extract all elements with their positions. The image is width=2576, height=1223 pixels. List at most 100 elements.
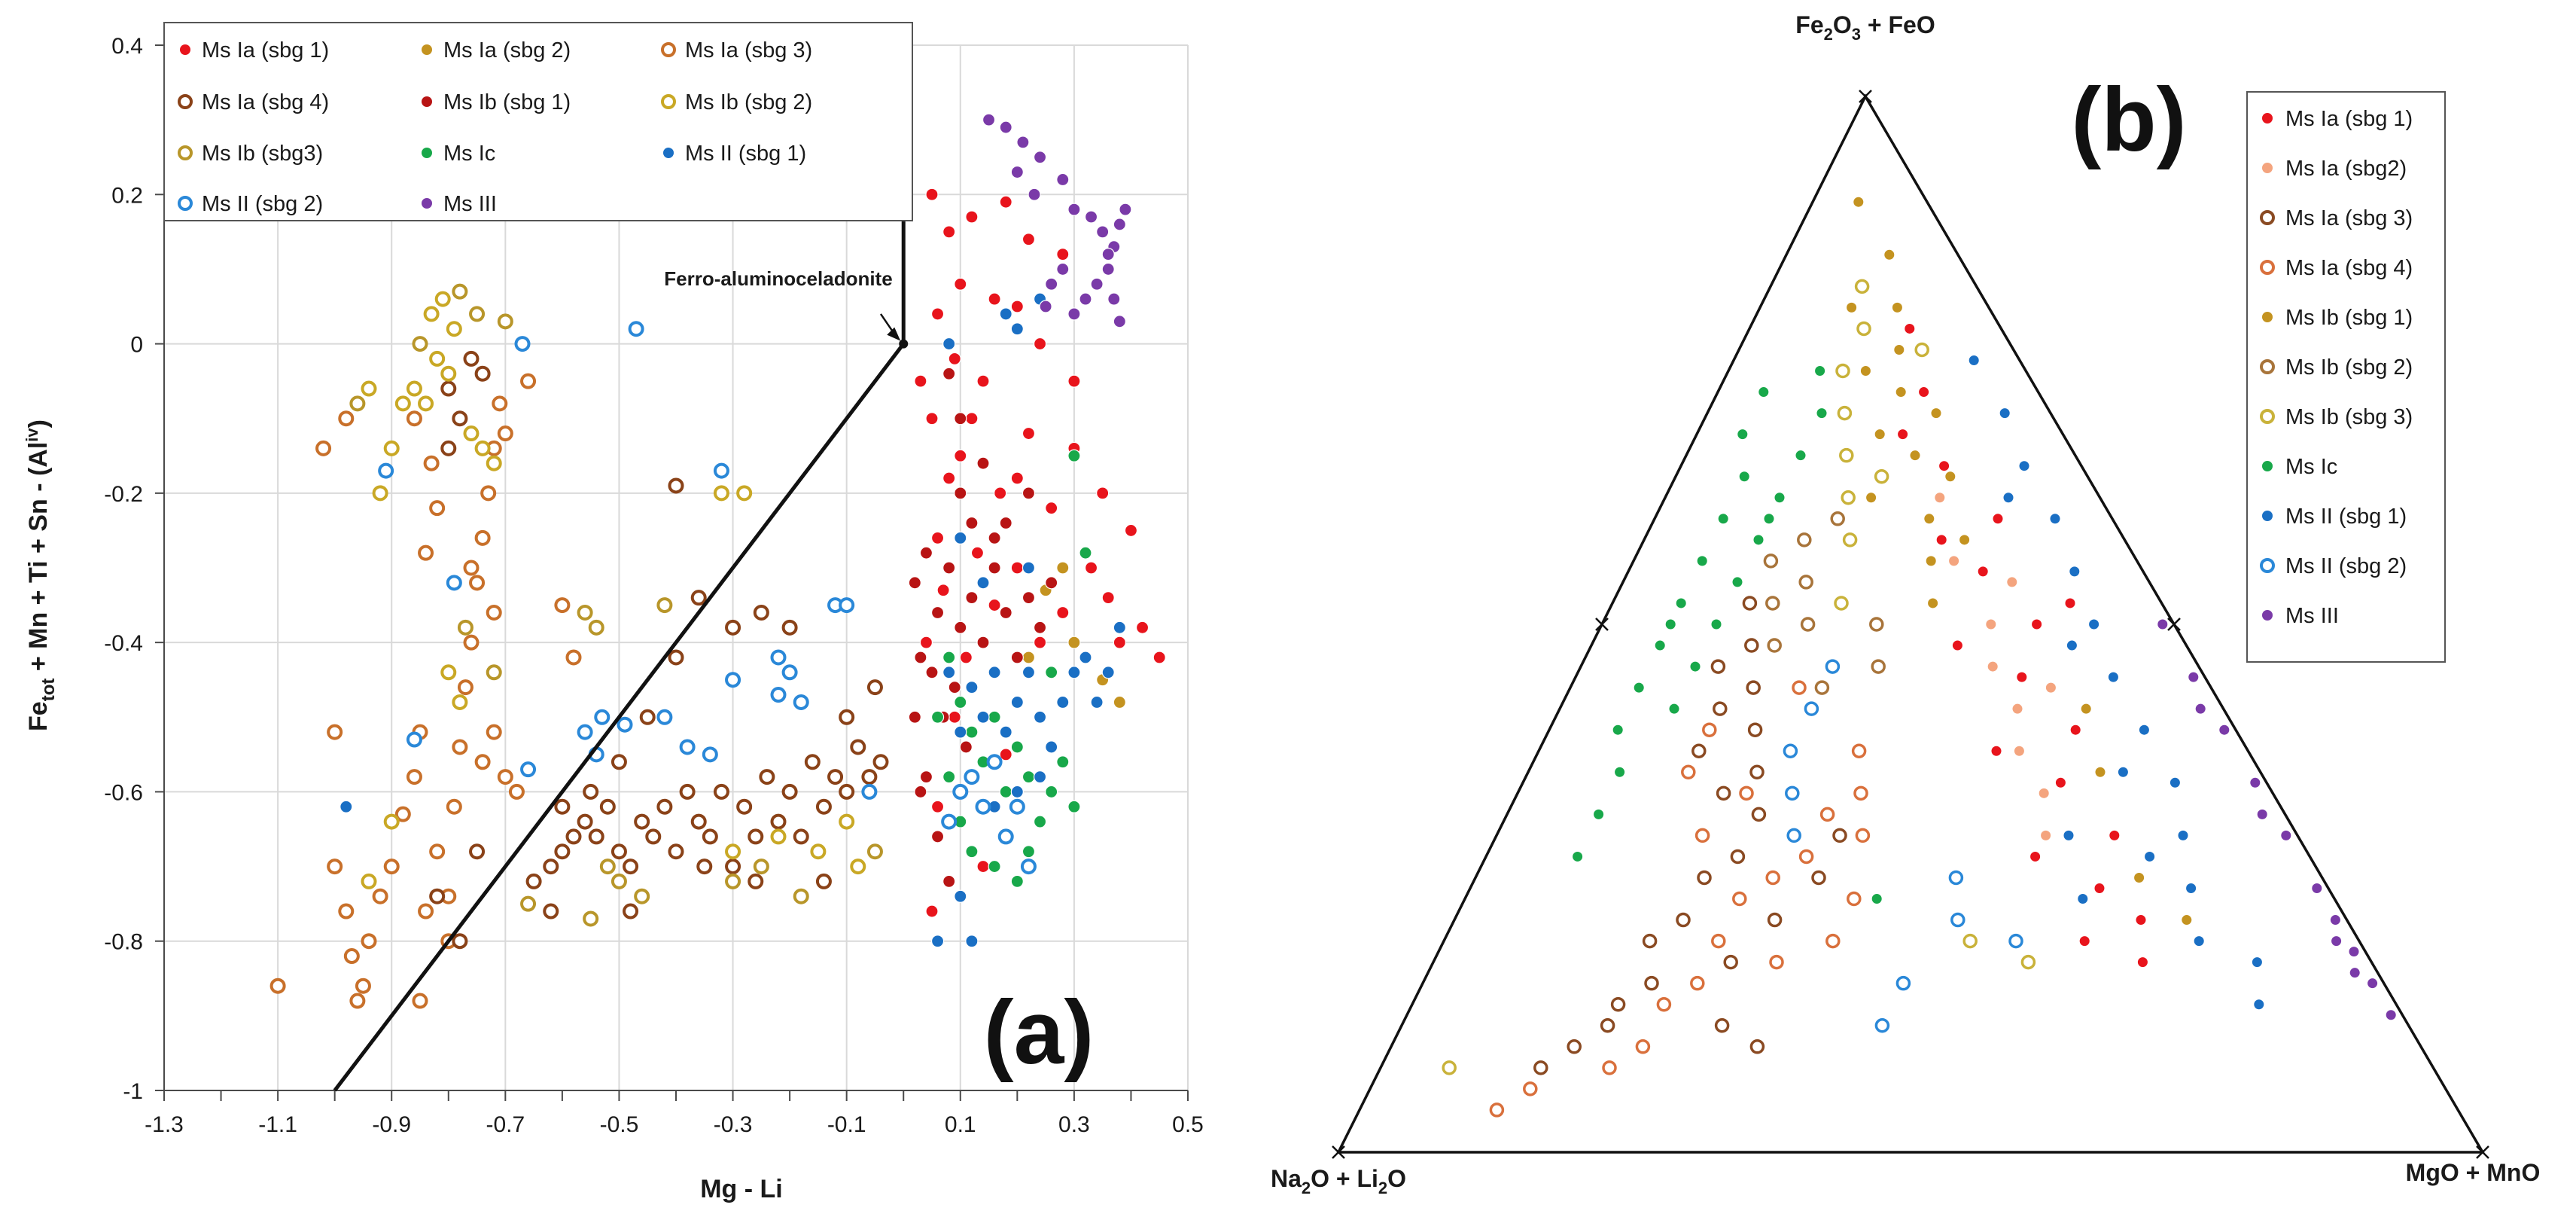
legend-marker (180, 44, 190, 55)
panel-b-points (1442, 196, 2397, 1118)
panel-b-point (1948, 870, 1964, 886)
legend-marker (422, 96, 432, 107)
panel-b-point (1702, 722, 1717, 737)
panel-a-x-tick-label: -0.5 (600, 1112, 639, 1137)
panel-a-point (474, 365, 491, 382)
panel-b-point (2331, 935, 2343, 947)
panel-a-point (930, 605, 945, 620)
panel-a-point (1067, 203, 1081, 216)
panel-a-point (793, 694, 809, 710)
panel-a-point (942, 367, 956, 380)
panel-a-point (679, 739, 696, 755)
panel-a-point (942, 471, 956, 485)
legend-label: Ms Ia (sbg 2) (443, 38, 571, 63)
panel-a-point (1056, 561, 1070, 575)
panel-a-point (583, 910, 599, 927)
panel-a-point (1101, 666, 1115, 679)
panel-b-point (2029, 850, 2042, 862)
panel-a-point (815, 798, 832, 815)
panel-a-point (942, 770, 956, 784)
panel-b-legend-item-ms-ib-sbg-2: Ms Ib (sbg 2) (2260, 355, 2413, 380)
panel-b-point (2088, 618, 2100, 630)
panel-a-point (1010, 165, 1024, 179)
panel-a-point (976, 636, 990, 649)
panel-a-point (434, 291, 451, 307)
panel-b-point (1874, 468, 1889, 484)
panel-a-points (269, 113, 1166, 1009)
panel-a-point (1084, 210, 1098, 224)
panel-b-point (1523, 1081, 1538, 1096)
panel-a-point (492, 395, 508, 412)
panel-a-point (770, 813, 787, 830)
panel-a-point (948, 710, 961, 724)
panel-b-point (1774, 492, 1786, 504)
panel-b-point (2040, 829, 2052, 841)
panel-a-point (429, 888, 446, 904)
panel-b-point (1716, 785, 1731, 801)
panel-a-point (394, 395, 411, 412)
legend-marker (2262, 163, 2273, 173)
legend-marker (2260, 409, 2275, 424)
panel-a-point (1010, 695, 1024, 709)
panel-a-point (908, 710, 921, 724)
panel-a-point (839, 597, 855, 614)
panel-b-point (1689, 660, 1701, 672)
panel-a-x-axis-title: Mg - Li (700, 1175, 783, 1203)
panel-a-point (611, 873, 627, 889)
panel-b-vertex-cross (1859, 90, 1872, 103)
panel-b-point (1816, 407, 1828, 419)
panel-b-point (1593, 808, 1605, 820)
y-title-subscript-tot: tot (38, 679, 59, 702)
legend-label: Ms II (sbg 1) (685, 142, 806, 166)
panel-b-tag: (b) (2071, 69, 2186, 170)
legend-label: Ms Ia (sbg 4) (202, 90, 329, 114)
panel-a-point (988, 859, 1001, 874)
panel-a-point (930, 935, 945, 948)
panel-b-point (1914, 342, 1929, 358)
legend-label: Ms II (sbg 1) (2285, 505, 2407, 529)
vleft-sub-1: 2 (1302, 1179, 1311, 1197)
panel-a-point (997, 828, 1014, 845)
panel-a-point (412, 336, 428, 352)
panel-a-point (999, 748, 1012, 761)
panel-a-point (446, 798, 462, 815)
panel-a-point (327, 859, 343, 875)
panel-a-point (1135, 621, 1149, 634)
panel-a-point (623, 903, 639, 920)
panel-b-point (1968, 355, 1980, 366)
panel-b-point (2008, 933, 2023, 949)
panel-b-point (1749, 1039, 1765, 1054)
panel-a-point (452, 739, 468, 755)
panel-b-point (1869, 617, 1884, 632)
panel-b-point (1798, 849, 1814, 865)
panel-a-point (440, 365, 457, 382)
panel-a-point (1056, 755, 1070, 769)
panel-a-point (770, 828, 787, 845)
panel-a-legend-item-ms-ia-sbg-3: Ms Ia (sbg 3) (661, 38, 812, 63)
panel-a-point (959, 740, 973, 754)
panel-a-legend-item-ms-ib-sbg-2: Ms Ib (sbg 2) (661, 90, 812, 114)
panel-b-point (1859, 365, 1871, 377)
panel-b-point (1951, 639, 1963, 651)
legend-marker (2260, 210, 2275, 225)
panel-b-point (1842, 532, 1858, 547)
panel-a-point (383, 813, 400, 830)
legend-marker (661, 94, 676, 109)
legend-marker (178, 196, 193, 211)
panel-a-point (1010, 740, 1024, 754)
panel-a-point (1033, 636, 1047, 649)
panel-a-x-tick-label: -0.7 (486, 1112, 525, 1137)
panel-a-point (702, 828, 718, 845)
panel-a-series-ms-ib-sbg3 (349, 283, 883, 927)
panel-a-point (1045, 785, 1058, 799)
panel-a-point (925, 188, 939, 201)
panel-b-legend-item-ms-iii: Ms III (2262, 604, 2339, 628)
panel-b-point (1865, 492, 1877, 504)
panel-a-point (1067, 636, 1081, 649)
panel-a-point (457, 679, 473, 696)
legend-marker (2262, 312, 2273, 322)
panel-b-point (1990, 745, 2002, 757)
panel-b-point (2011, 703, 2023, 715)
panel-a-point (988, 666, 1001, 679)
panel-a-point (486, 724, 502, 740)
